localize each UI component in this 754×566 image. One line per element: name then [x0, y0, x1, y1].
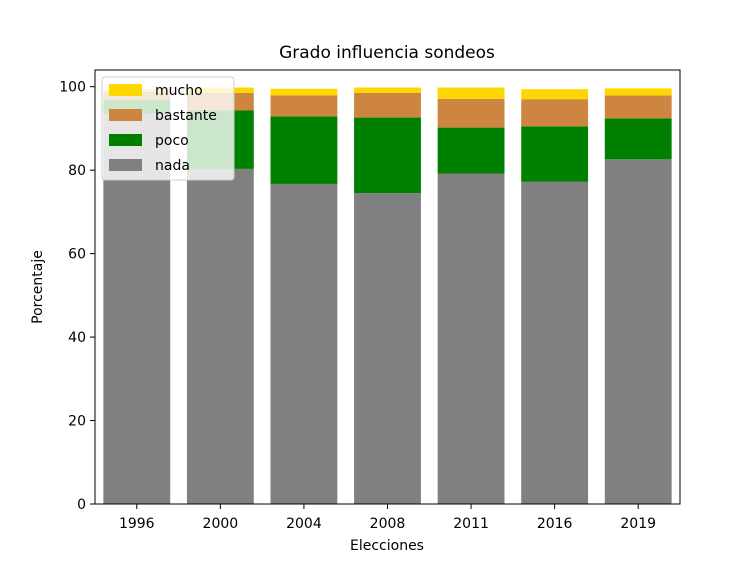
x-tick-label: 2004 [286, 516, 322, 532]
x-tick-label: 2008 [370, 516, 406, 532]
bar-nada-2019 [604, 159, 672, 505]
legend-label-nada: nada [155, 158, 190, 174]
bar-nada-2016 [521, 181, 589, 505]
x-tick-label: 2000 [203, 516, 239, 532]
y-tick-label: 20 [68, 414, 86, 430]
bar-nada-2004 [270, 183, 338, 505]
bar-mucho-2004 [270, 88, 338, 96]
x-axis-ticks: 1996 2000 2004 2008 2011 2016 2019 [119, 504, 656, 532]
x-tick-label: 2011 [453, 516, 489, 532]
bar-poco-2019 [604, 118, 672, 160]
bar-bastante-2008 [354, 92, 421, 118]
x-axis-label: Elecciones [350, 538, 424, 554]
y-tick-label: 100 [59, 80, 86, 96]
legend-box [101, 76, 235, 181]
y-tick-label: 40 [68, 330, 86, 346]
bar-mucho-2008 [354, 87, 421, 93]
y-tick-label: 60 [68, 247, 86, 263]
x-tick-label: 2019 [620, 516, 656, 532]
x-tick-label: 2016 [537, 516, 573, 532]
plot-frame [94, 69, 681, 505]
legend-swatch-nada [109, 159, 142, 171]
bar-bastante-2011 [437, 98, 505, 128]
bar-poco-2016 [521, 126, 589, 182]
legend-label-mucho: mucho [155, 83, 203, 99]
bar-bastante-2019 [604, 95, 672, 119]
bar-nada-2000 [186, 168, 254, 504]
x-tick-label: 1996 [119, 516, 155, 532]
bar-nada-2008 [354, 193, 421, 504]
y-tick-label: 80 [68, 163, 86, 179]
legend-swatch-bastante [109, 109, 142, 121]
bar-poco-2011 [437, 127, 505, 174]
legend-swatch-mucho [109, 84, 142, 96]
chart-title: Grado influencia sondeos [279, 43, 495, 63]
bar-poco-2004 [270, 116, 338, 184]
bar-nada-2011 [437, 173, 505, 504]
legend-label-poco: poco [155, 133, 189, 149]
y-tick-label: 0 [77, 497, 86, 513]
bar-mucho-2016 [521, 89, 589, 100]
y-axis-label: Porcentaje [30, 250, 46, 324]
legend-swatch-poco [109, 134, 142, 146]
bar-bastante-2016 [521, 99, 589, 127]
legend: mucho bastante poco nada [101, 76, 235, 181]
bar-mucho-2019 [604, 88, 672, 96]
bar-poco-2008 [354, 117, 421, 194]
bar-bastante-2004 [270, 95, 338, 117]
y-axis-ticks: 0 20 40 60 80 100 [59, 80, 95, 513]
legend-label-bastante: bastante [155, 108, 217, 124]
bar-mucho-2011 [437, 87, 505, 99]
